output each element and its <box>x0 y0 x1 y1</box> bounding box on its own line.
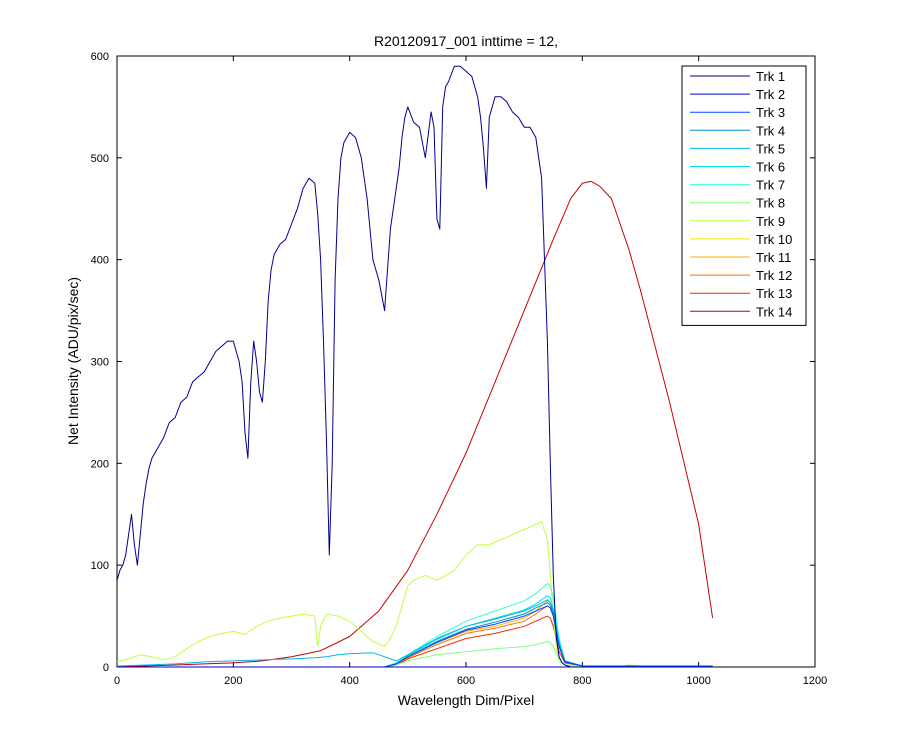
y-tick-label: 100 <box>91 560 109 572</box>
legend-label: Trk 9 <box>756 214 785 229</box>
legend-box <box>681 65 807 326</box>
legend-label: Trk 3 <box>756 105 785 120</box>
legend-label: Trk 11 <box>756 250 791 265</box>
x-axis-label: Wavelength Dim/Pixel <box>398 692 534 708</box>
y-tick-label: 0 <box>103 662 109 674</box>
legend-label: Trk 13 <box>756 286 792 301</box>
y-tick-label: 500 <box>91 153 109 165</box>
legend-label: Trk 8 <box>756 196 785 211</box>
y-tick-label: 400 <box>91 255 109 267</box>
legend-label: Trk 6 <box>756 160 785 175</box>
chart-title: R20120917_001 inttime = 12, <box>374 33 558 49</box>
legend-label: Trk 4 <box>756 123 785 138</box>
axis-ticks: 0 200 400 600 800 1000 1200 0 100 200 300 400 500 600 <box>91 51 828 687</box>
x-tick-label: 400 <box>340 675 358 687</box>
series-line-trk-1 <box>116 65 713 668</box>
legend-label: Trk 10 <box>756 232 792 247</box>
legend-label: Trk 14 <box>756 304 792 319</box>
x-tick-label: 200 <box>224 675 242 687</box>
legend-label: Trk 1 <box>756 69 785 84</box>
x-tick-label: 1000 <box>686 675 710 687</box>
y-tick-label: 300 <box>91 357 109 369</box>
series-line-trk-3 <box>117 605 713 668</box>
legend-label: Trk 2 <box>756 87 785 102</box>
x-tick-label: 1200 <box>803 675 827 687</box>
y-tick-label: 600 <box>91 51 109 63</box>
legend: Trk 1 Trk 2 Trk 3 Trk 4 Trk 5 Trk 6 Trk 7 Trk 8… <box>681 65 807 326</box>
y-tick-label: 200 <box>91 458 109 470</box>
series-line-trk-14 <box>117 180 714 667</box>
legend-label: Trk 5 <box>756 141 785 156</box>
x-tick-label: 600 <box>457 675 475 687</box>
x-tick-label: 800 <box>573 675 591 687</box>
series-group <box>116 65 714 668</box>
series-line-trk-7 <box>117 583 713 668</box>
y-axis-label: Net Intensity (ADU/pix/sec) <box>65 277 81 445</box>
series-line-trk-9 <box>116 520 713 667</box>
legend-label: Trk 12 <box>756 268 792 283</box>
series-line-trk-5 <box>116 599 713 667</box>
x-tick-label: 0 <box>114 675 120 687</box>
legend-label: Trk 7 <box>756 178 785 193</box>
